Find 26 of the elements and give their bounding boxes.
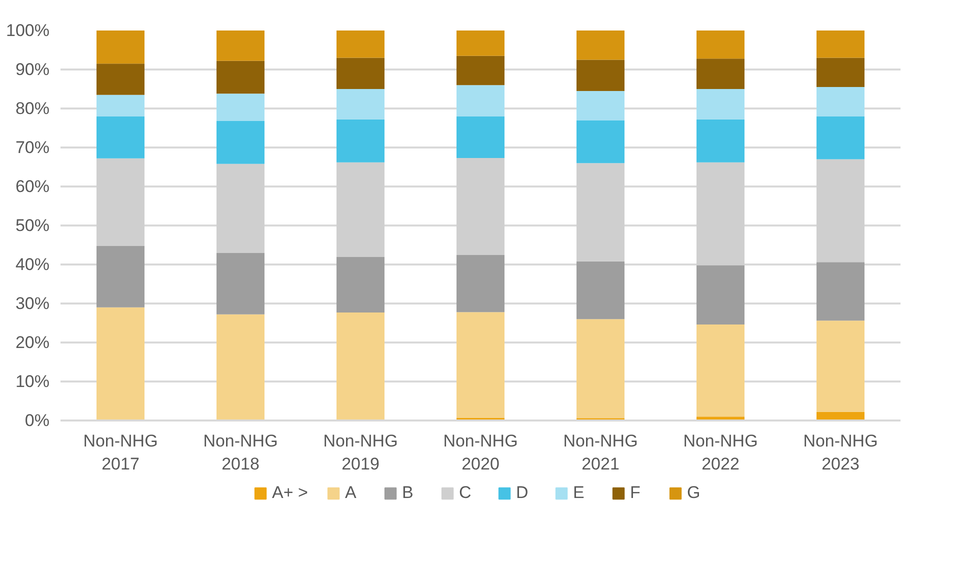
x-tick-label: Non-NHG 2020: [443, 432, 518, 474]
legend-label: G: [686, 483, 702, 503]
y-tick-label: 20%: [15, 333, 50, 352]
x-tick-label: Non-NHG 2017: [83, 432, 158, 474]
y-tick-label: 10%: [15, 372, 50, 391]
y-tick-label: 80%: [15, 99, 50, 118]
legend-label: C: [458, 483, 472, 503]
legend-label: A: [344, 483, 358, 503]
x-tick-label: Non-NHG 2023: [803, 432, 878, 474]
legend-label: D: [516, 483, 530, 503]
x-tick-label: Non-NHG 2019: [323, 432, 398, 474]
x-tick-label: Non-NHG 2021: [563, 432, 638, 474]
legend-label: E: [572, 483, 586, 503]
y-tick-label: 40%: [15, 255, 50, 274]
y-tick-label: 0%: [24, 411, 50, 430]
y-tick-label: 100%: [6, 21, 50, 40]
legend-label: F: [630, 483, 642, 503]
y-tick-label: 70%: [15, 138, 50, 157]
y-tick-label: 60%: [15, 177, 50, 196]
legend-label: A+ >: [272, 483, 308, 503]
y-tick-label: 30%: [15, 294, 50, 313]
y-tick-label: 50%: [15, 216, 50, 235]
x-tick-label: Non-NHG 2018: [203, 432, 278, 474]
legend-label: B: [402, 483, 414, 503]
x-tick-label: Non-NHG 2022: [683, 432, 758, 474]
y-tick-label: 90%: [15, 60, 50, 79]
